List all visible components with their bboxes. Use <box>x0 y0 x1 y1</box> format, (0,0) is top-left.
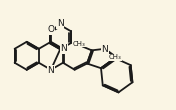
Text: CH₃: CH₃ <box>73 41 86 47</box>
Text: N: N <box>57 19 64 28</box>
Text: N: N <box>102 45 108 54</box>
Text: N: N <box>48 66 54 75</box>
Text: O: O <box>47 25 54 34</box>
Text: CH₃: CH₃ <box>108 54 121 60</box>
Text: N: N <box>60 44 67 53</box>
